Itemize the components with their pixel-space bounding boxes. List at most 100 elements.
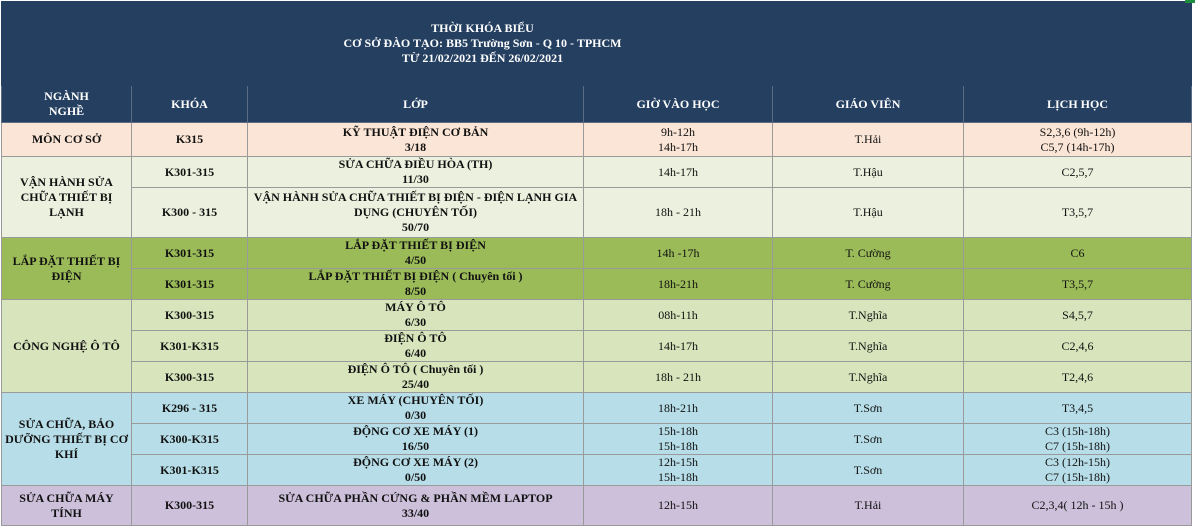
lop-count: 0/50 — [404, 470, 427, 484]
khoa-cell: K301-K315 — [131, 330, 248, 362]
table-row: LẮP ĐẶT THIẾT BỊ ĐIỆN K301-315 LẮP ĐẶT T… — [1, 237, 1192, 300]
gio-cell: 18h-21h — [583, 268, 773, 300]
khoa-cell: K301-315 — [131, 237, 248, 269]
lop-name: ĐỘNG CƠ XE MÁY (1) — [353, 424, 478, 438]
lop-count: 11/30 — [402, 172, 429, 186]
column-header-row: NGÀNH NGHỀ KHÓA LỚP GIỜ VÀO HỌC GIÁO VIÊ… — [1, 85, 1192, 123]
lop-name: LẮP ĐẶT THIẾT BỊ ĐIỆN — [345, 238, 486, 252]
lich-cell: C2,4,6 — [963, 330, 1192, 362]
giaovien-cell: T.Sơn — [772, 392, 964, 424]
lop-cell: XE MÁY (CHUYÊN TỐI) 0/30 — [247, 392, 584, 424]
table-row: K300 - 315 VẬN HÀNH SỬA CHỮA THIẾT BỊ ĐI… — [1, 187, 1192, 238]
table-row: K300-K315 ĐỘNG CƠ XE MÁY (1) 16/50 15h-18… — [1, 423, 1192, 455]
title-line-1: THỜI KHÓA BIỂU — [431, 21, 534, 35]
col-header-khoa: KHÓA — [131, 85, 248, 123]
giaovien-cell: T.Nghĩa — [772, 330, 964, 362]
giaovien-cell: T.Hậu — [772, 156, 964, 188]
giaovien-cell: T.Hậu — [772, 187, 964, 238]
giaovien-cell: T.Sơn — [772, 423, 964, 455]
title-side-cell — [963, 1, 1192, 86]
table-row: K301-K315 ĐIỆN Ô TÔ 6/40 14h-17h T.Nghĩa … — [1, 330, 1192, 362]
gio-cell: 12h-15h — [583, 485, 773, 526]
khoa-cell: K300 - 315 — [131, 187, 248, 238]
lich-cell: T3,4,5 — [963, 392, 1192, 424]
khoa-cell: K301-K315 — [131, 454, 248, 486]
lop-name: ĐIỆN Ô TÔ — [384, 331, 447, 345]
gio-cell: 14h -17h — [583, 237, 773, 269]
khoa-cell: K301-315 — [131, 156, 248, 188]
lop-cell: LẮP ĐẶT THIẾT BỊ ĐIỆN 4/50 — [247, 237, 584, 269]
khoa-cell: K301-315 — [131, 268, 248, 300]
lop-name: KỸ THUẬT ĐIỆN CƠ BẢN — [342, 124, 489, 139]
khoa-cell: K300-315 — [131, 485, 248, 526]
lop-cell: VẬN HÀNH SỬA CHỮA THIẾT BỊ ĐIỆN - ĐIỆN L… — [247, 187, 584, 238]
lop-count: 33/40 — [401, 505, 430, 520]
khoa-cell: K296 - 315 — [131, 392, 248, 424]
gio-cell: 18h-21h — [583, 392, 773, 424]
group-cell: MÔN CƠ SỞ — [1, 122, 132, 157]
giaovien-cell: T.Nghĩa — [772, 361, 964, 393]
lop-name: SỬA CHỮA PHẦN CỨNG & PHẦN MỀM LAPTOP — [278, 490, 553, 505]
gio-cell: 14h-17h — [583, 156, 773, 188]
lop-count: 0/30 — [404, 408, 427, 422]
lop-name: MÁY Ô TÔ — [385, 300, 446, 314]
table-row: VẬN HÀNH SỬA CHỮA THIẾT BỊ LẠNH K301-315… — [1, 156, 1192, 238]
giaovien-cell: T.Hải — [772, 485, 964, 526]
giaovien-cell: T.Nghĩa — [772, 299, 964, 331]
title-line-3: TỪ 21/02/2021 ĐẾN 26/02/2021 — [401, 51, 564, 65]
lop-name: SỬA CHỮA ĐIỀU HÒA (TH) — [338, 157, 493, 171]
lop-count: 6/30 — [404, 315, 427, 329]
lop-count: 50/70 — [401, 220, 430, 234]
giaovien-cell: T. Cường — [772, 237, 964, 269]
lich-cell: T2,4,6 — [963, 361, 1192, 393]
gio-cell: 14h-17h — [583, 330, 773, 362]
lop-count: 4/50 — [404, 253, 427, 267]
lich-cell: C2,5,7 — [963, 156, 1192, 188]
lop-count: 8/50 — [404, 284, 427, 298]
lich-cell: S2,3,6 (9h-12h) C5,7 (14h-17h) — [963, 122, 1192, 157]
title-line-2: CƠ SỞ ĐÀO TẠO: BB5 Trường Sơn - Q 10 - T… — [343, 36, 622, 50]
gio-cell: 9h-12h 14h-17h — [583, 122, 773, 157]
giaovien-cell: T.Hải — [772, 122, 964, 157]
lop-count: 6/40 — [404, 346, 427, 360]
gio-cell: 12h-15h 15h-18h — [583, 454, 773, 486]
lich-cell: S4,5,7 — [963, 299, 1192, 331]
col-header-gio: GIỜ VÀO HỌC — [583, 85, 773, 123]
col-header-lop: LỚP — [247, 85, 584, 123]
lich-cell: C6 — [963, 237, 1192, 269]
table-row: MÔN CƠ SỞ K315 KỸ THUẬT ĐIỆN CƠ BẢN 3/18 … — [1, 122, 1192, 157]
group-cell: CÔNG NGHỆ Ô TÔ — [1, 299, 132, 393]
lop-count: 25/40 — [401, 377, 430, 391]
cell-selection-marker — [1185, 0, 1195, 3]
lop-cell: SỬA CHỮA ĐIỀU HÒA (TH) 11/30 — [247, 156, 584, 188]
khoa-cell: K300-K315 — [131, 423, 248, 455]
lop-name: XE MÁY (CHUYÊN TỐI) — [347, 393, 484, 407]
gio-cell: 18h - 21h — [583, 187, 773, 238]
lop-name: ĐỘNG CƠ XE MÁY (2) — [353, 455, 478, 469]
lop-count: 16/50 — [401, 439, 430, 453]
giaovien-cell: T. Cường — [772, 268, 964, 300]
group-cell: SỬA CHỮA, BẢO DƯỠNG THIẾT BỊ CƠ KHÍ — [1, 392, 132, 486]
khoa-cell: K315 — [131, 122, 248, 157]
lop-cell: MÁY Ô TÔ 6/30 — [247, 299, 584, 331]
table-row: K301-K315 ĐỘNG CƠ XE MÁY (2) 0/50 12h-15h… — [1, 454, 1192, 486]
lop-cell: SỬA CHỮA PHẦN CỨNG & PHẦN MỀM LAPTOP 33/4… — [247, 485, 584, 526]
table-row: SỬA CHỮA MÁY TÍNH K300-315 SỬA CHỮA PHẦN… — [1, 485, 1192, 526]
table-row: K300-315 ĐIỆN Ô TÔ ( Chuyên tối ) 25/40 1… — [1, 361, 1192, 393]
gio-cell: 08h-11h — [583, 299, 773, 331]
lich-cell: C3 (15h-18h) C7 (15h-18h) — [963, 423, 1192, 455]
gio-cell: 18h - 21h — [583, 361, 773, 393]
table-row: CÔNG NGHỆ Ô TÔ K300-315 MÁY Ô TÔ 6/30 08h… — [1, 299, 1192, 393]
lop-cell: ĐỘNG CƠ XE MÁY (1) 16/50 — [247, 423, 584, 455]
khoa-cell: K300-315 — [131, 299, 248, 331]
lop-cell: LẮP ĐẶT THIẾT BỊ ĐIỆN ( Chuyên tối ) 8/50 — [247, 268, 584, 300]
table-row: SỬA CHỮA, BẢO DƯỠNG THIẾT BỊ CƠ KHÍ K296… — [1, 392, 1192, 486]
lop-name: ĐIỆN Ô TÔ ( Chuyên tối ) — [347, 362, 484, 376]
lop-name: LẮP ĐẶT THIẾT BỊ ĐIỆN ( Chuyên tối ) — [308, 269, 523, 283]
giaovien-cell: T.Sơn — [772, 454, 964, 486]
col-header-lich: LỊCH HỌC — [963, 85, 1192, 123]
lop-cell: ĐIỆN Ô TÔ 6/40 — [247, 330, 584, 362]
group-cell: VẬN HÀNH SỬA CHỮA THIẾT BỊ LẠNH — [1, 156, 132, 238]
